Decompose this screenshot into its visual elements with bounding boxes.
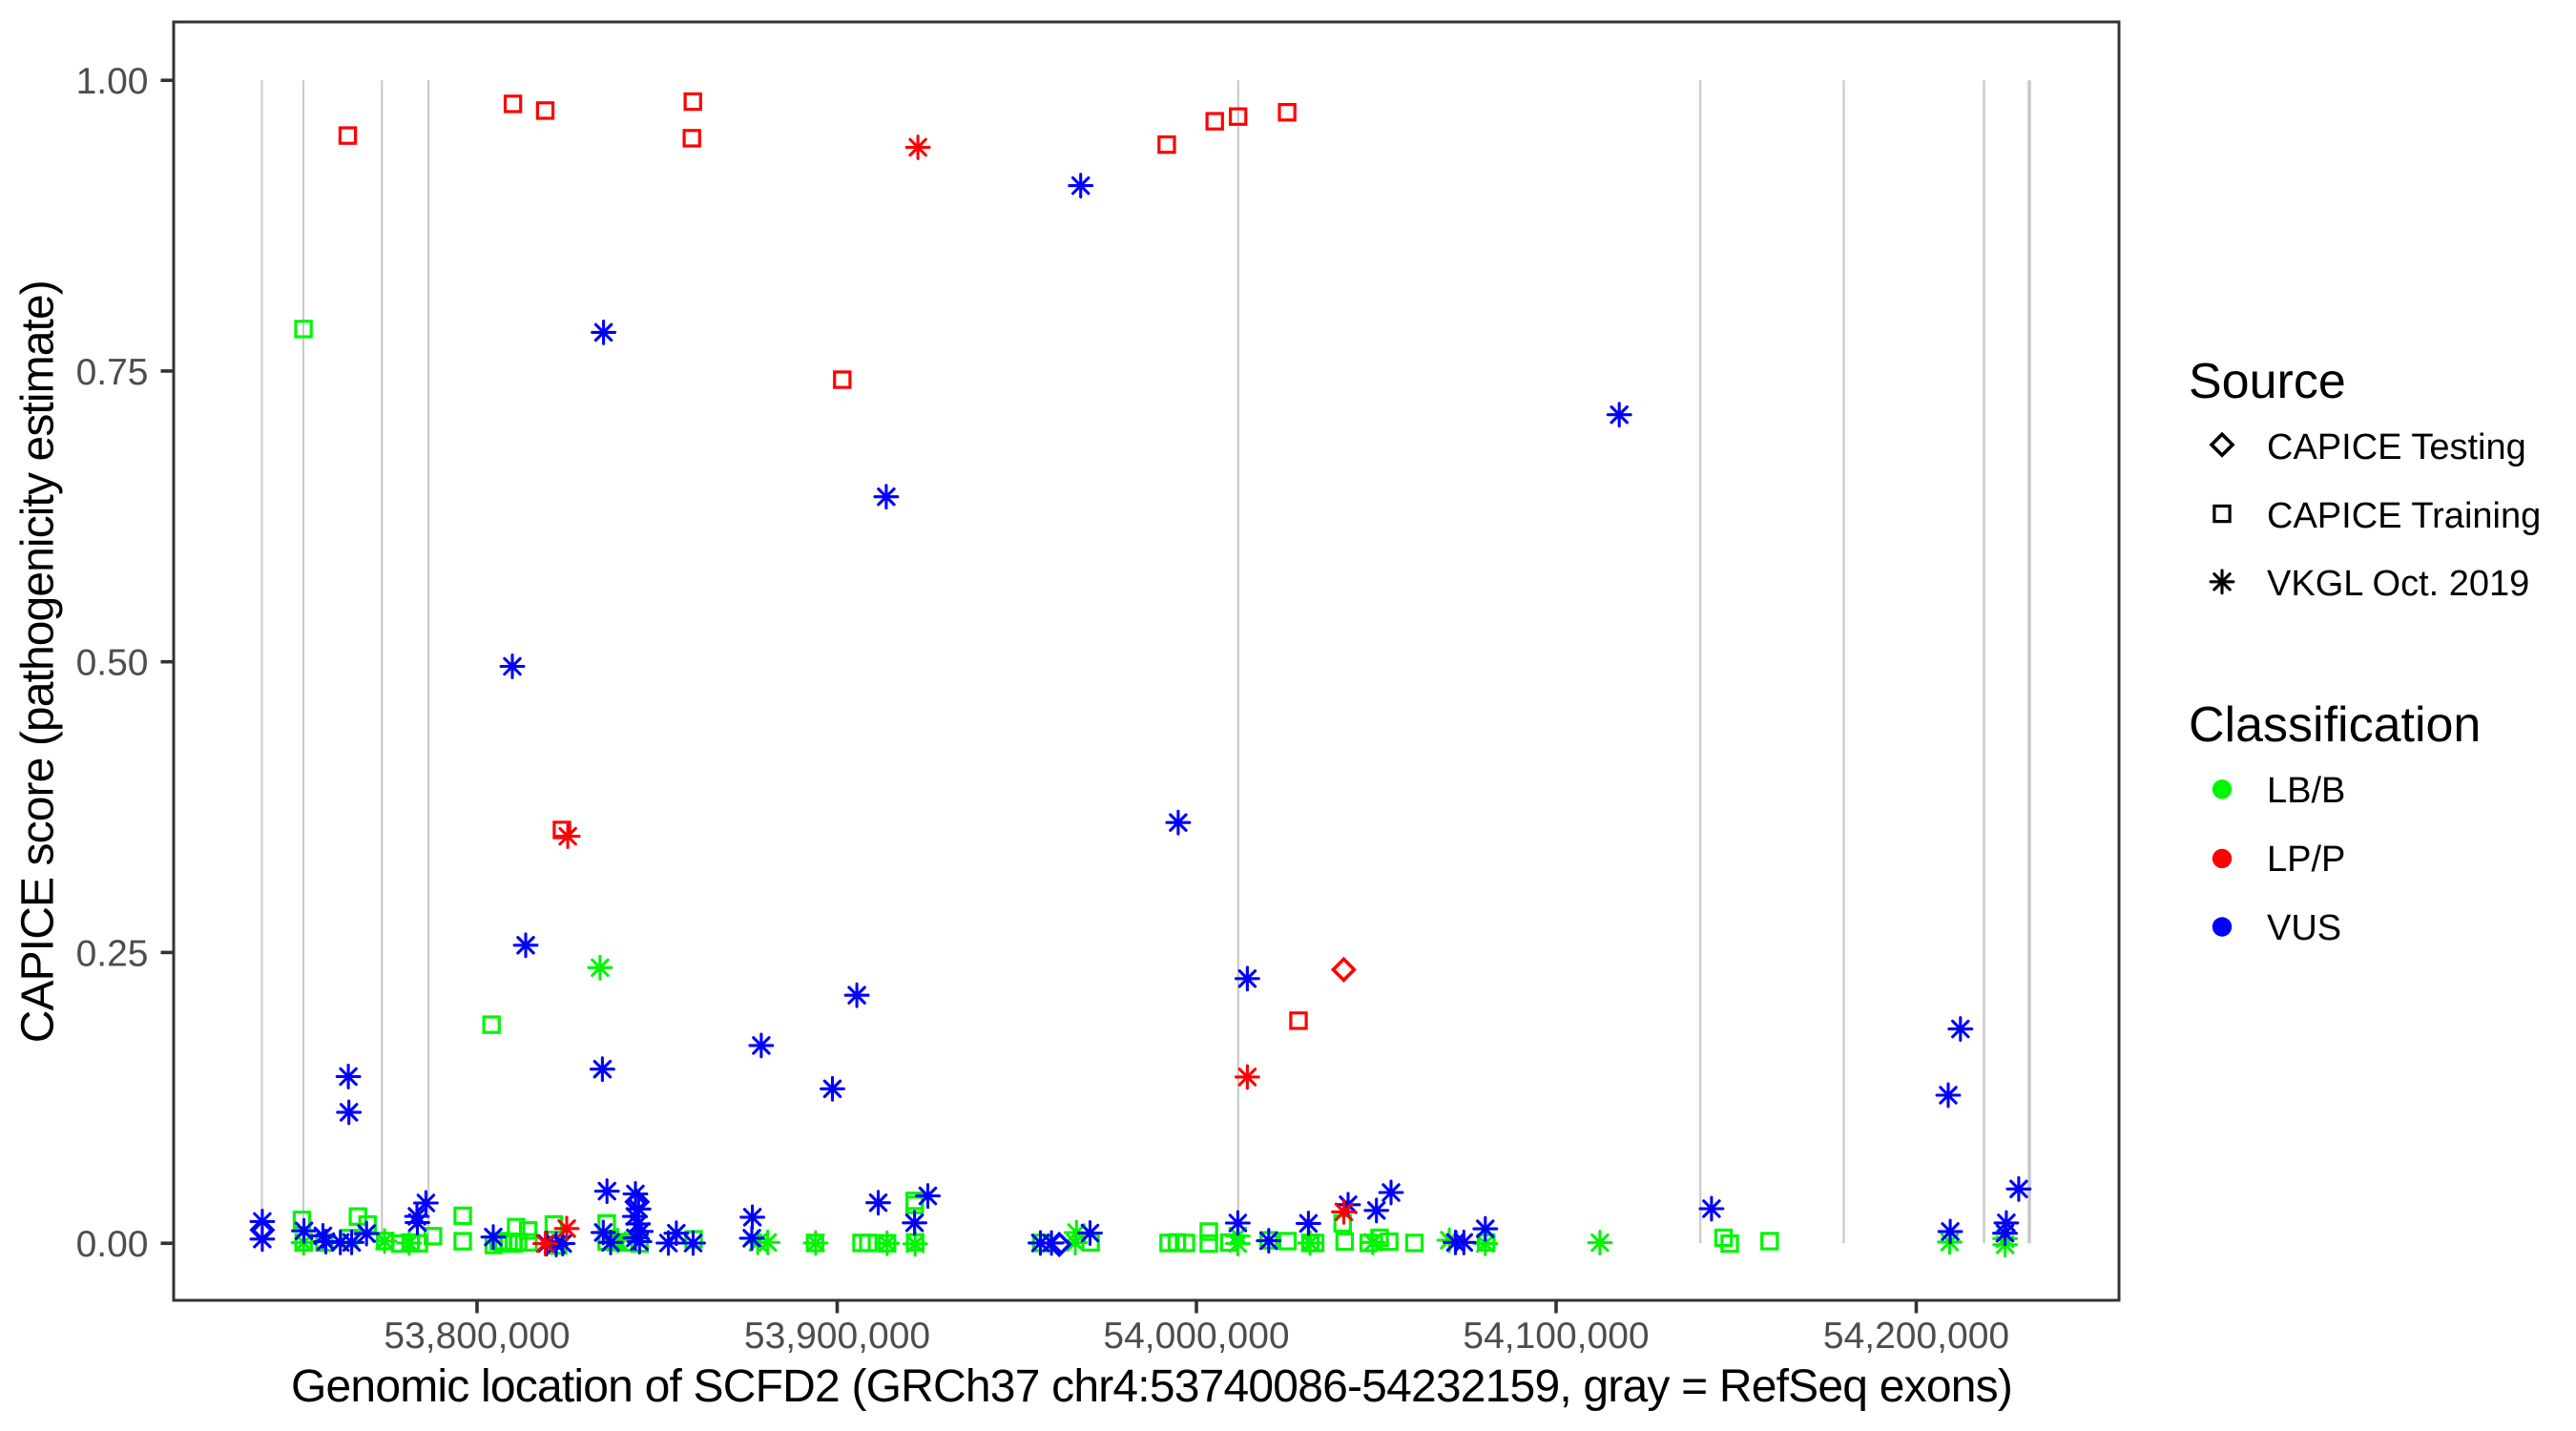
svg-text:1.00: 1.00 [76,61,149,102]
svg-text:0.00: 0.00 [76,1224,149,1265]
svg-text:54,000,000: 54,000,000 [1103,1316,1289,1357]
svg-text:Classification: Classification [2189,697,2481,753]
svg-text:CAPICE score (pathogenicity es: CAPICE score (pathogenicity estimate) [13,280,64,1043]
svg-text:Source: Source [2189,354,2346,409]
svg-text:VUS: VUS [2267,908,2341,948]
svg-text:VKGL Oct. 2019: VKGL Oct. 2019 [2267,564,2529,604]
svg-text:53,900,000: 53,900,000 [744,1316,930,1357]
svg-text:CAPICE Testing: CAPICE Testing [2267,427,2526,467]
svg-text:54,100,000: 54,100,000 [1463,1316,1649,1357]
svg-text:53,800,000: 53,800,000 [384,1316,570,1357]
svg-text:Genomic location of SCFD2 (GRC: Genomic location of SCFD2 (GRCh37 chr4:5… [291,1361,2012,1412]
svg-text:54,200,000: 54,200,000 [1823,1316,2009,1357]
svg-text:0.25: 0.25 [76,933,149,974]
svg-text:0.75: 0.75 [76,352,149,393]
svg-text:LP/P: LP/P [2267,840,2345,880]
svg-text:CAPICE Training: CAPICE Training [2267,496,2541,536]
svg-text:0.50: 0.50 [76,643,149,684]
svg-text:LB/B: LB/B [2267,771,2345,811]
